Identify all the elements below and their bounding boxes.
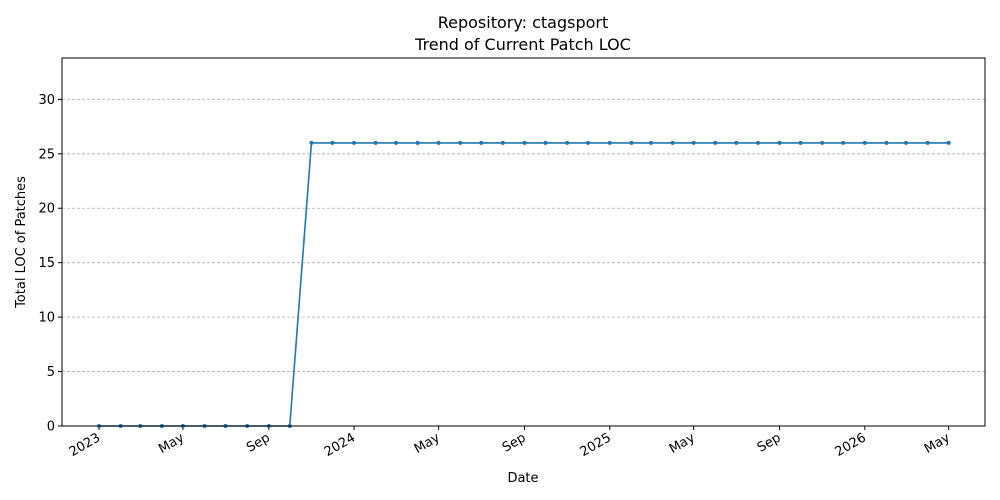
x-tick-label: 2023 bbox=[67, 430, 103, 460]
data-point bbox=[841, 140, 846, 145]
data-point bbox=[925, 140, 930, 145]
x-axis-ticks: 2023 May Sep 2024 May Sep 2025 May Sep 2026 May bbox=[67, 426, 953, 460]
x-axis-label: Date bbox=[507, 471, 538, 486]
y-axis-label: Total LOC of Patches bbox=[14, 176, 29, 309]
data-point bbox=[629, 140, 634, 145]
x-tick-label: 2026 bbox=[833, 430, 869, 460]
data-point bbox=[373, 140, 378, 145]
chart-title: Repository: ctagsport bbox=[438, 13, 609, 32]
x-tick-label: May bbox=[156, 430, 187, 457]
x-tick-label: May bbox=[922, 430, 953, 457]
data-point bbox=[904, 140, 909, 145]
y-tick-label: 0 bbox=[47, 420, 55, 435]
data-point bbox=[309, 140, 314, 145]
data-point bbox=[393, 140, 398, 145]
x-tick-label: Sep bbox=[755, 430, 784, 455]
data-point bbox=[820, 140, 825, 145]
data-point bbox=[798, 140, 803, 145]
data-point bbox=[946, 140, 951, 145]
x-tick-label: May bbox=[412, 430, 443, 457]
data-point bbox=[479, 140, 484, 145]
data-point bbox=[607, 140, 612, 145]
data-point bbox=[522, 140, 527, 145]
data-point bbox=[713, 140, 718, 145]
data-point bbox=[734, 140, 739, 145]
grid-lines bbox=[62, 98, 985, 372]
x-tick-label: 2024 bbox=[322, 430, 358, 460]
data-point bbox=[415, 140, 420, 145]
x-tick-label: 2025 bbox=[578, 430, 614, 460]
data-point bbox=[436, 140, 441, 145]
data-point bbox=[649, 140, 654, 145]
y-tick-label: 25 bbox=[38, 147, 55, 162]
plot-frame bbox=[61, 57, 986, 427]
series-line bbox=[97, 140, 951, 428]
y-tick-label: 15 bbox=[38, 256, 55, 271]
chart-subtitle: Trend of Current Patch LOC bbox=[414, 35, 631, 54]
y-tick-label: 10 bbox=[38, 311, 55, 326]
x-tick-label: Sep bbox=[244, 430, 273, 455]
data-point bbox=[543, 140, 548, 145]
data-point bbox=[691, 140, 696, 145]
data-point bbox=[884, 140, 889, 145]
data-point bbox=[500, 140, 505, 145]
data-point bbox=[755, 140, 760, 145]
series-path bbox=[99, 142, 949, 427]
y-tick-label: 5 bbox=[47, 365, 55, 380]
data-point bbox=[330, 140, 335, 145]
x-tick-label: Sep bbox=[500, 430, 529, 455]
data-point bbox=[670, 140, 675, 145]
data-point bbox=[862, 140, 867, 145]
data-point bbox=[352, 140, 357, 145]
y-tick-label: 30 bbox=[38, 93, 55, 108]
x-tick-label: May bbox=[667, 430, 698, 457]
data-point bbox=[565, 140, 570, 145]
data-point bbox=[586, 140, 591, 145]
data-point bbox=[777, 140, 782, 145]
y-axis-ticks: 0 5 10 15 20 25 30 bbox=[38, 93, 62, 435]
data-point bbox=[458, 140, 463, 145]
y-tick-label: 20 bbox=[38, 202, 55, 217]
